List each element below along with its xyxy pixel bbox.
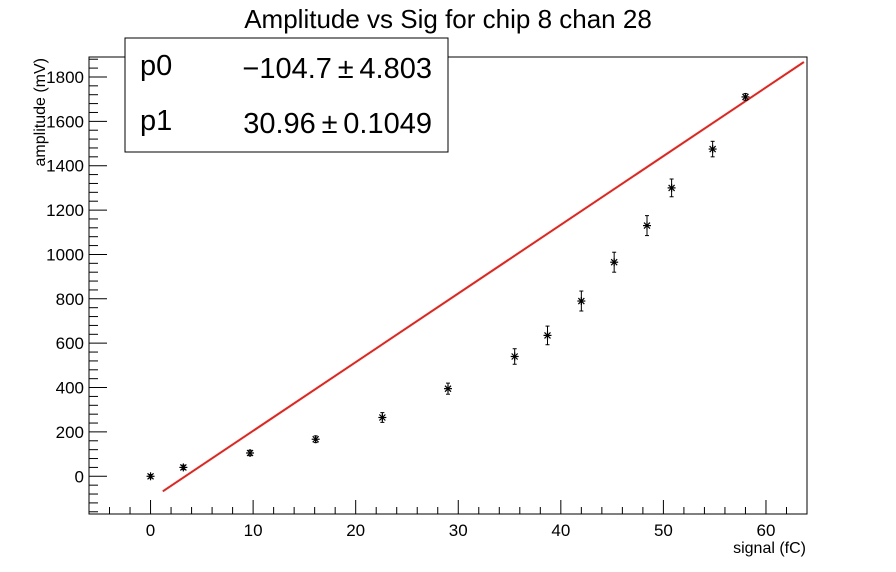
data-point: [378, 412, 387, 423]
y-tick-label: 800: [56, 290, 84, 309]
data-point: [741, 92, 750, 101]
y-tick-label: 1600: [46, 112, 84, 131]
data-point: [708, 140, 717, 158]
marker-stroke: [312, 435, 320, 443]
x-tick-label: 10: [244, 521, 263, 540]
stats-p0-name: p0: [140, 50, 172, 82]
y-axis-label: amplitude (mV): [32, 58, 49, 166]
stats-p1-name: p1: [140, 105, 172, 137]
data-point: [642, 215, 651, 237]
marker-stroke: [544, 331, 551, 339]
data-point: [543, 325, 552, 346]
marker-stroke: [378, 414, 386, 421]
y-tick-label: 0: [75, 467, 84, 486]
fit-line: [162, 61, 805, 493]
y-tick-label: 1400: [46, 157, 84, 176]
y-tick-label: 400: [56, 379, 84, 398]
marker-stroke: [444, 385, 452, 393]
x-tick-label: 20: [346, 521, 365, 540]
stats-p1-value: 30.96 ± 0.1049: [243, 108, 432, 140]
y-tick-label: 1200: [46, 201, 84, 220]
y-axis-ticks: 0 200 400 600 800 1000 1200 1400 1600 1800: [46, 58, 107, 513]
marker-stroke: [668, 184, 676, 192]
stats-p0-value: −104.7 ± 4.803: [242, 53, 432, 85]
x-tick-label: 50: [654, 521, 673, 540]
data-point: [146, 472, 155, 481]
data-point: [246, 448, 255, 457]
marker-stroke: [610, 258, 618, 266]
marker-stroke: [577, 297, 585, 305]
x-tick-label: 0: [146, 521, 155, 540]
marker-stroke: [179, 463, 187, 471]
x-axis-label: signal (fC): [733, 540, 806, 557]
x-tick-label: 30: [449, 521, 468, 540]
data-point: [179, 463, 188, 472]
marker-stroke: [147, 472, 154, 480]
data-point: [311, 435, 320, 444]
stats-box-frame: [124, 37, 449, 153]
y-tick-label: 200: [56, 423, 84, 442]
marker-stroke: [246, 449, 254, 457]
y-tick-label: 600: [56, 334, 84, 353]
x-tick-label: 40: [551, 521, 570, 540]
data-point: [577, 290, 586, 312]
marker-stroke: [511, 353, 519, 360]
chart-title: Amplitude vs Sig for chip 8 chan 28: [244, 4, 652, 34]
x-axis-ticks: 0 10 20 30 40 50 60: [88, 500, 808, 540]
y-tick-label: 1800: [46, 68, 84, 87]
data-point: [444, 382, 452, 395]
marker-stroke: [643, 222, 651, 230]
data-points: [146, 92, 750, 481]
fit-stats-box: p0 −104.7 ± 4.803 p1 30.96 ± 0.1049: [124, 37, 449, 153]
marker-stroke: [709, 145, 717, 153]
y-tick-label: 1000: [46, 245, 84, 264]
x-tick-label: 60: [757, 521, 776, 540]
marker-stroke: [742, 93, 749, 101]
data-point: [610, 251, 619, 273]
data-point: [667, 178, 676, 198]
data-point: [510, 348, 519, 365]
